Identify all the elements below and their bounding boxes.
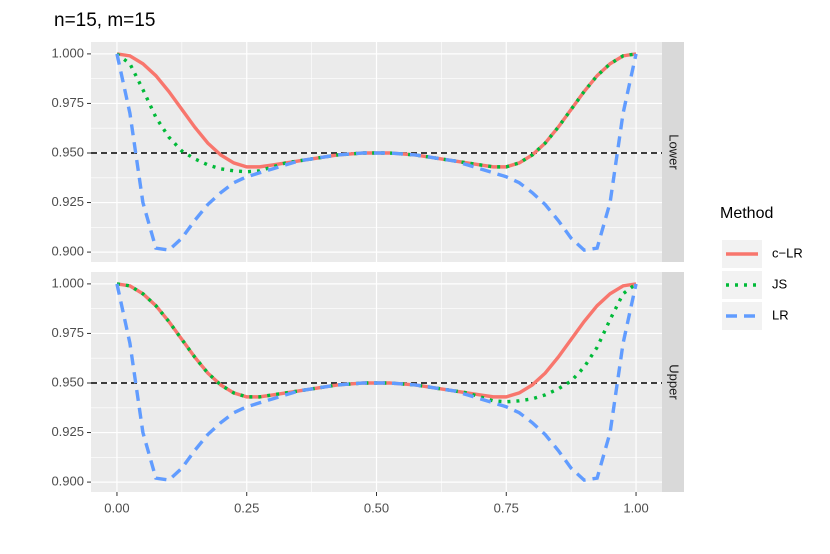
y-tick-label: 0.900 <box>51 474 84 489</box>
y-tick-label: 0.950 <box>51 144 84 159</box>
x-tick-label: 0.25 <box>234 500 259 515</box>
x-tick-label: 0.00 <box>104 500 129 515</box>
y-tick-label: 0.900 <box>51 244 84 259</box>
facet-label: Lower <box>667 134 682 170</box>
y-tick-label: 0.950 <box>51 374 84 389</box>
legend-label: c−LR <box>772 245 803 260</box>
facet-strip <box>662 272 684 492</box>
x-tick-label: 1.00 <box>623 500 648 515</box>
y-tick-label: 0.925 <box>51 424 84 439</box>
facet-strip <box>662 42 684 262</box>
legend-label: LR <box>772 307 789 322</box>
y-tick-label: 0.975 <box>51 325 84 340</box>
legend-label: JS <box>772 276 788 291</box>
series-line <box>115 283 638 482</box>
facet-label: Upper <box>667 364 682 400</box>
series-line <box>115 53 638 252</box>
y-tick-label: 1.000 <box>51 275 84 290</box>
legend-title: Method <box>720 205 773 222</box>
x-tick-label: 0.75 <box>494 500 519 515</box>
x-tick-label: 0.50 <box>364 500 389 515</box>
chart-title: n=15, m=15 <box>54 10 155 31</box>
y-tick-label: 1.000 <box>51 45 84 60</box>
y-tick-label: 0.925 <box>51 194 84 209</box>
y-tick-label: 0.975 <box>51 95 84 110</box>
